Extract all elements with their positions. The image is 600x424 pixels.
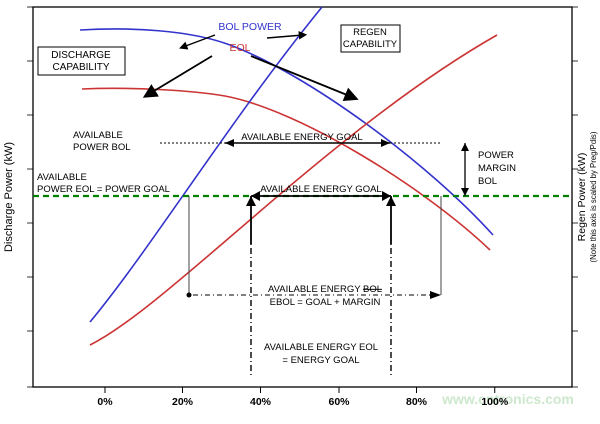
svg-text:EOL: EOL [229, 42, 250, 54]
svg-text:100%: 100% [481, 396, 509, 408]
svg-text:AVAILABLE: AVAILABLE [73, 130, 123, 141]
svg-text:POWER EOL = POWER GOAL: POWER EOL = POWER GOAL [37, 184, 170, 195]
svg-text:AVAILABLE ENERGY GOAL: AVAILABLE ENERGY GOAL [260, 184, 381, 195]
svg-text:Discharge Power (kW): Discharge Power (kW) [3, 142, 15, 252]
svg-text:60%: 60% [328, 396, 350, 408]
svg-text:AVAILABLE: AVAILABLE [37, 172, 87, 183]
svg-text:BOL POWER: BOL POWER [218, 21, 282, 33]
svg-text:40%: 40% [250, 396, 272, 408]
svg-text:80%: 80% [406, 396, 428, 408]
svg-text:EBOL = GOAL + MARGIN: EBOL = GOAL + MARGIN [270, 297, 381, 308]
svg-text:(Note this axis is scaled by P: (Note this axis is scaled by Preg/Pdis) [589, 131, 598, 262]
svg-text:POWER BOL: POWER BOL [73, 142, 131, 153]
svg-text:AVAILABLE ENERGY EOL: AVAILABLE ENERGY EOL [264, 342, 378, 353]
svg-text:DISCHARGE: DISCHARGE [51, 50, 111, 61]
svg-text:0%: 0% [97, 396, 113, 408]
svg-text:REGEN: REGEN [353, 27, 387, 38]
svg-text:CAPABILITY: CAPABILITY [52, 62, 109, 73]
svg-text:= ENERGY GOAL: = ENERGY GOAL [282, 355, 359, 366]
svg-text:AVAILABLE ENERGY GOAL: AVAILABLE ENERGY GOAL [241, 132, 362, 143]
svg-text:MARGIN: MARGIN [478, 163, 516, 174]
svg-text:20%: 20% [172, 396, 194, 408]
svg-text:Regen Power (kW): Regen Power (kW) [576, 153, 588, 242]
svg-text:BOL: BOL [478, 176, 497, 187]
svg-text:CAPABILITY: CAPABILITY [343, 39, 398, 50]
svg-text:AVAILABLE ENERGY BOL: AVAILABLE ENERGY BOL [268, 284, 382, 295]
svg-text:POWER: POWER [478, 150, 514, 161]
